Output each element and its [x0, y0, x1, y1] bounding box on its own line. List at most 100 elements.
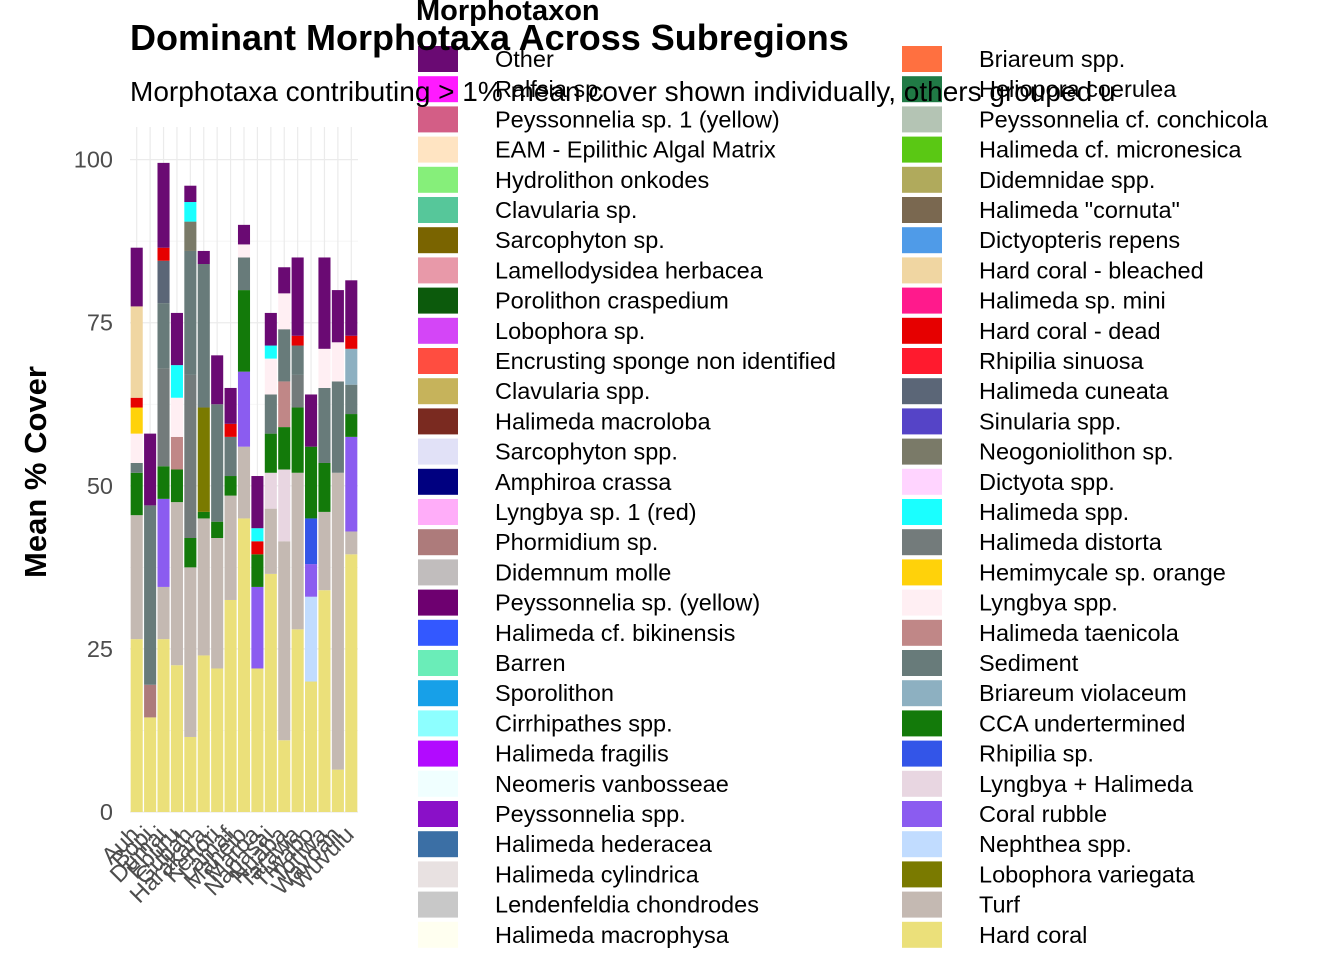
legend-swatch	[418, 529, 458, 556]
bar-segment	[170, 312, 183, 366]
bar-segment	[331, 290, 344, 343]
legend-label: Lobophora variegata	[979, 861, 1196, 887]
legend-swatch	[902, 317, 942, 344]
bar-segment	[211, 521, 224, 538]
bar-segment	[278, 469, 291, 542]
bar-segment	[130, 472, 143, 516]
chart-title: Dominant Morphotaxa Across Subregions	[130, 17, 849, 58]
legend-swatch	[902, 468, 942, 495]
legend-swatch	[902, 378, 942, 405]
bar-segment	[237, 257, 251, 291]
bar-segment	[197, 655, 210, 812]
bar-segment	[157, 162, 170, 248]
bar-segment	[184, 221, 197, 251]
legend-swatch	[902, 770, 942, 797]
bar-segment	[278, 381, 291, 428]
legend-swatch	[418, 227, 458, 254]
bar-segment	[184, 374, 197, 538]
bar-segment	[331, 472, 344, 770]
bar-segment	[251, 476, 264, 529]
bar-segment	[197, 264, 210, 408]
bar-segment	[170, 665, 183, 812]
bar-segment	[184, 202, 197, 222]
legend-swatch	[418, 197, 458, 223]
legend-label: Hard coral - bleached	[979, 257, 1204, 283]
legend-label: Didemnidae spp.	[979, 167, 1155, 193]
legend-label: Halimeda taenicola	[979, 620, 1180, 646]
bar-segment	[278, 740, 291, 812]
legend-swatch	[902, 921, 942, 948]
legend-swatch	[418, 559, 458, 586]
bar-segment	[130, 306, 143, 398]
bar-segment	[224, 436, 237, 477]
bar-segment	[184, 736, 197, 812]
bar-segment	[144, 684, 157, 718]
legend-label: Ralfsia sp.	[495, 76, 605, 102]
bar-segment	[264, 573, 277, 812]
legend-label: Halimeda sp. mini	[979, 288, 1166, 314]
legend-label: Coral rubble	[979, 801, 1107, 827]
legend-swatch	[902, 559, 942, 586]
legend-swatch	[902, 589, 942, 616]
bar-segment	[237, 224, 251, 245]
bar-segment	[157, 586, 170, 640]
bar-segment	[144, 717, 157, 812]
y-tick-label: 0	[100, 799, 113, 825]
bar-segment	[237, 290, 251, 372]
legend-swatch	[418, 499, 458, 525]
bar-segment	[318, 590, 331, 812]
bar-segment	[157, 260, 170, 304]
legend-swatch	[418, 408, 458, 435]
bar-segment	[224, 599, 237, 812]
bar-segment	[291, 374, 304, 408]
bar-segment	[345, 531, 358, 555]
bar-segment	[264, 345, 277, 359]
bar-segment	[224, 476, 237, 496]
bar-segment	[211, 668, 224, 812]
bar-segment	[331, 769, 344, 812]
legend-label: Halimeda hederacea	[495, 831, 713, 857]
legend-swatch	[902, 529, 942, 556]
legend-swatch	[418, 136, 458, 163]
bar-segment	[264, 508, 277, 574]
bar-segment	[345, 335, 358, 349]
legend-swatch	[902, 227, 942, 254]
bar-segment	[130, 639, 143, 812]
x-axis-ticks: AuhBopiDumaiEburuGubahHarakaraKenoriLama…	[96, 820, 359, 907]
legend-label: Peyssonnelia sp. 1 (yellow)	[495, 106, 780, 132]
legend-swatch	[418, 257, 458, 284]
bar-segment	[237, 518, 251, 812]
bar-segment	[157, 247, 170, 261]
legend-swatch	[418, 770, 458, 797]
legend-swatch	[902, 106, 942, 133]
legend-label: Halimeda macrophysa	[495, 922, 730, 948]
bar-segment	[170, 469, 183, 503]
bar-segment	[184, 185, 197, 203]
bar-segment	[170, 436, 183, 470]
bar-segment	[237, 371, 251, 447]
bar-segment	[318, 462, 331, 512]
bar-segment	[197, 511, 210, 519]
legend-title: Morphotaxon	[416, 0, 600, 27]
bar-segment	[251, 554, 264, 587]
legend-swatch	[902, 740, 942, 767]
bar-segment	[157, 639, 170, 812]
legend-label: Lyngbya + Halimeda	[979, 771, 1194, 797]
bar-segment	[291, 345, 304, 375]
legend-swatch	[902, 891, 942, 918]
bar-segment	[291, 629, 304, 812]
legend-swatch	[902, 650, 942, 676]
bar-segment	[318, 511, 331, 591]
legend-label: Rhipilia sinuosa	[979, 348, 1145, 374]
bar-segment	[237, 446, 251, 519]
bar-segment	[291, 257, 304, 336]
legend: Morphotaxon Other Ralfsia sp. Peyssonnelia…	[416, 0, 1269, 948]
legend-swatch	[418, 76, 458, 103]
bar-segment	[197, 250, 210, 264]
bar-segment	[291, 472, 304, 630]
legend-swatch	[902, 348, 942, 374]
legend-label: Lobophora sp.	[495, 318, 645, 344]
bar-segment	[278, 293, 291, 330]
bar-segment	[264, 312, 277, 346]
legend-swatch	[902, 710, 942, 737]
